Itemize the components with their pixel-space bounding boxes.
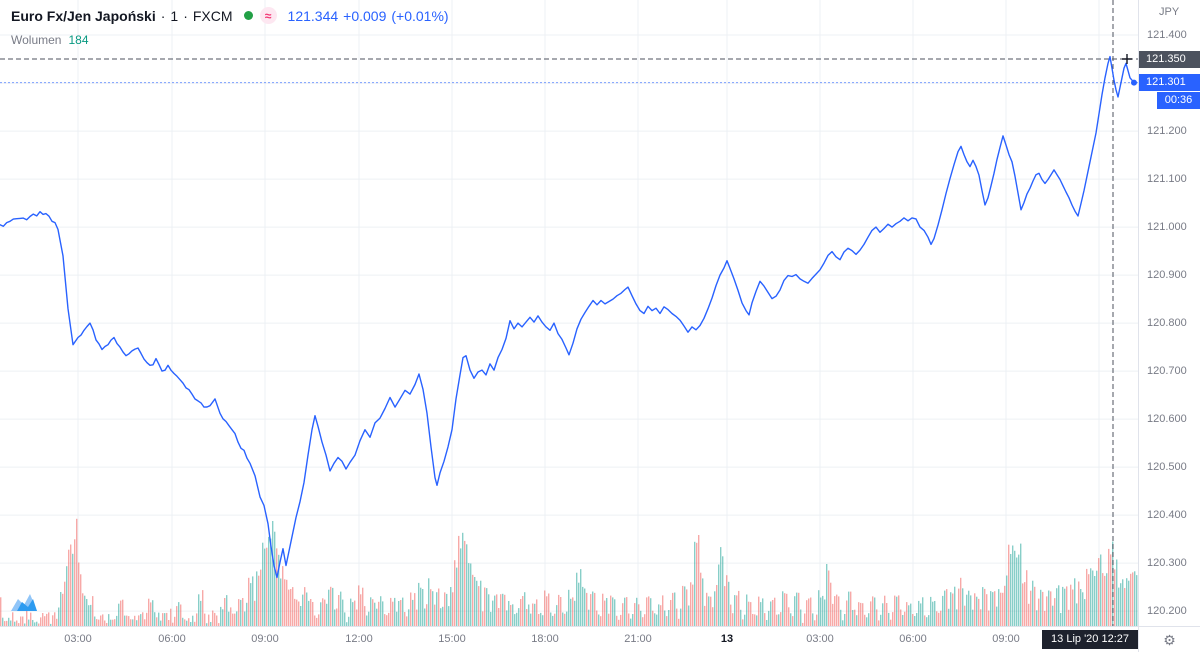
- price-tick-label: 120.300: [1147, 557, 1187, 570]
- tradingview-logo[interactable]: [10, 590, 38, 617]
- tradingview-logo-icon: [11, 594, 37, 611]
- price-tick-label: 121.400: [1147, 29, 1187, 42]
- symbol-title[interactable]: Euro Fx/Jen Japoński: [11, 7, 156, 24]
- legend-separator: ·: [160, 7, 166, 24]
- last-price: 121.344: [287, 7, 339, 24]
- price-tick-label: 121.100: [1147, 173, 1187, 186]
- price-change-percent: (+0.01%): [391, 7, 449, 24]
- time-tick-label: 03:00: [64, 633, 92, 645]
- price-axis[interactable]: JPY 121.350 121.301 00:36 121.400121.300…: [1138, 0, 1200, 626]
- price-tick-label: 120.900: [1147, 269, 1187, 282]
- price-tick-label: 120.500: [1147, 461, 1187, 474]
- time-tick-label: 18:00: [531, 633, 559, 645]
- legend-separator: ·: [183, 7, 188, 24]
- current-price-badge: 121.301: [1139, 74, 1200, 92]
- price-change: +0.009: [343, 7, 387, 24]
- axis-corner: ⚙: [1138, 626, 1200, 652]
- currency-label: JPY: [1159, 6, 1180, 18]
- time-tick-label: 03:00: [806, 633, 834, 645]
- time-tick-label: 21:00: [624, 633, 652, 645]
- settings-gear-icon[interactable]: ⚙: [1163, 631, 1176, 648]
- price-tick-label: 121.000: [1147, 221, 1187, 234]
- exchange-name[interactable]: FXCM: [192, 7, 233, 24]
- chart-legend: Euro Fx/Jen Japoński · 1 · FXCM ≈ 121.34…: [11, 7, 449, 24]
- time-tick-label: 06:00: [899, 633, 927, 645]
- time-tick-label: 15:00: [438, 633, 466, 645]
- volume-value: 184: [68, 33, 89, 47]
- volume-legend: Wolumen 184: [11, 33, 89, 47]
- delayed-data-icon[interactable]: ≈: [259, 7, 277, 24]
- crosshair-price-badge: 121.350: [1139, 50, 1200, 68]
- price-tick-label: 120.200: [1147, 605, 1187, 618]
- bar-countdown-badge: 00:36: [1157, 91, 1200, 109]
- price-tick-label: 120.700: [1147, 365, 1187, 378]
- time-tick-label: 09:00: [251, 633, 279, 645]
- price-tick-label: 120.400: [1147, 509, 1187, 522]
- time-tick-label: 13: [720, 633, 734, 645]
- crosshair-time-badge: 13 Lip '20 12:27: [1042, 630, 1138, 649]
- time-tick-label: 12:00: [345, 633, 373, 645]
- price-tick-label: 121.200: [1147, 125, 1187, 138]
- price-tick-label: 120.800: [1147, 317, 1187, 330]
- chart-interval[interactable]: 1: [170, 7, 179, 24]
- time-tick-label: 09:00: [992, 633, 1020, 645]
- market-open-icon: [243, 11, 253, 20]
- price-tick-label: 120.600: [1147, 413, 1187, 426]
- time-tick-label: 06:00: [158, 633, 186, 645]
- chart-canvas[interactable]: [0, 0, 1138, 626]
- volume-label[interactable]: Wolumen: [11, 33, 62, 47]
- time-axis[interactable]: 13 Lip '20 12:27 03:00 06:00 09:00 12:00 15:…: [0, 626, 1138, 652]
